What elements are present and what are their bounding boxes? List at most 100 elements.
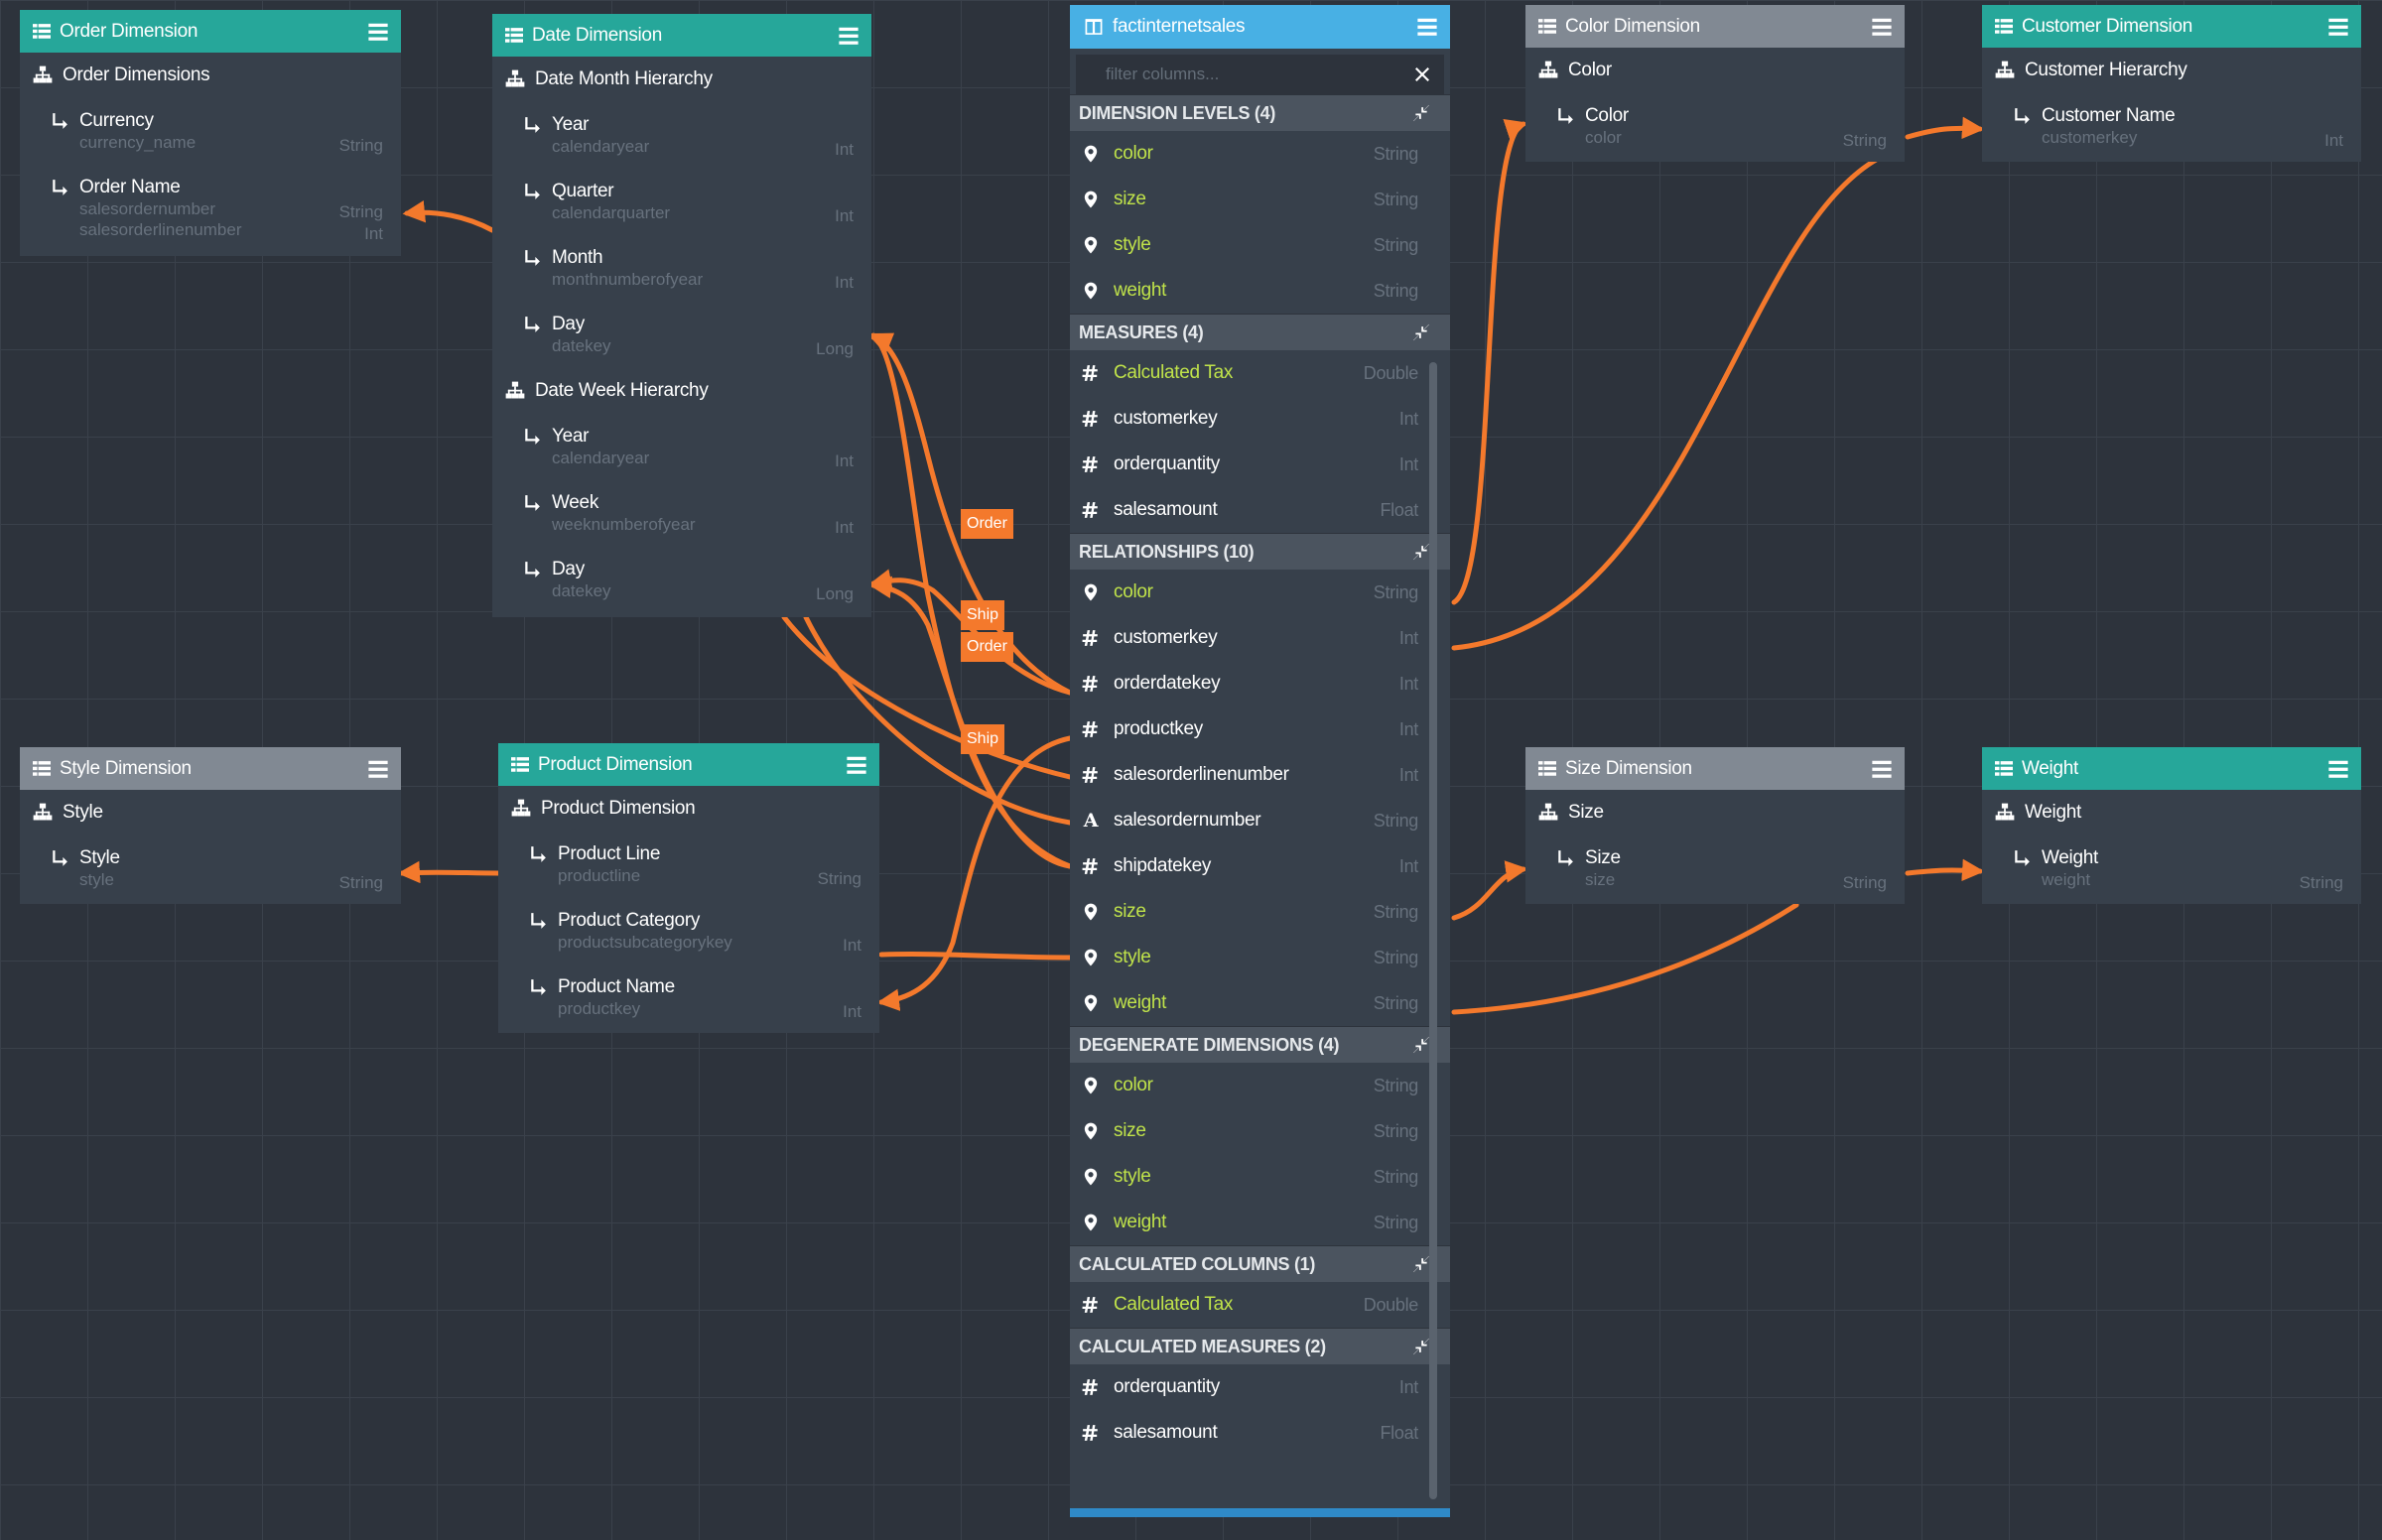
collapse-arrows-icon[interactable] bbox=[1412, 104, 1430, 122]
field-row[interactable]: orderquantity Int bbox=[1070, 442, 1450, 487]
section-header[interactable]: DEGENERATE DIMENSIONS (4) bbox=[1070, 1026, 1450, 1063]
field-row[interactable]: color String bbox=[1070, 1063, 1450, 1108]
customer-dimension-card[interactable]: Customer Dimension Customer Hierarchy Cu… bbox=[1982, 5, 2361, 162]
product-dimension-header[interactable]: Product Dimension bbox=[498, 743, 879, 786]
section-header[interactable]: CALCULATED COLUMNS (1) bbox=[1070, 1245, 1450, 1282]
level-row[interactable]: Product Line productline String bbox=[498, 832, 879, 898]
collapse-arrows-icon[interactable] bbox=[1412, 1255, 1430, 1273]
collapse-arrows-icon[interactable] bbox=[1412, 1338, 1430, 1355]
field-row[interactable]: style String bbox=[1070, 222, 1450, 268]
hierarchy-row[interactable]: Weight bbox=[1982, 790, 2361, 835]
field-row[interactable]: weight String bbox=[1070, 1200, 1450, 1245]
link-label-order[interactable]: Order bbox=[961, 509, 1013, 539]
customer-dimension-header[interactable]: Customer Dimension bbox=[1982, 5, 2361, 48]
link-label-ship[interactable]: Ship bbox=[961, 600, 1005, 630]
hamburger-menu-icon[interactable] bbox=[838, 25, 860, 47]
level-row[interactable]: Day datekey Long bbox=[492, 547, 871, 613]
level-row[interactable]: Week weeknumberofyear Int bbox=[492, 480, 871, 547]
level-row[interactable]: Currency currency_name String bbox=[20, 98, 401, 165]
level-row[interactable]: Quarter calendarquarter Int bbox=[492, 169, 871, 235]
size-dimension-header[interactable]: Size Dimension bbox=[1525, 747, 1905, 790]
level-row[interactable]: Product Category productsubcategorykey Int bbox=[498, 898, 879, 964]
product-dimension-card[interactable]: Product Dimension Product Dimension Prod… bbox=[498, 743, 879, 1033]
fact-table-header[interactable]: factinternetsales bbox=[1070, 5, 1450, 49]
hierarchy-row[interactable]: Date Month Hierarchy bbox=[492, 57, 871, 102]
level-row[interactable]: Style style String bbox=[20, 835, 401, 902]
date-dimension-header[interactable]: Date Dimension bbox=[492, 14, 871, 57]
scrollbar[interactable] bbox=[1429, 362, 1437, 1499]
section-header[interactable]: MEASURES (4) bbox=[1070, 314, 1450, 350]
level-row[interactable]: Year calendaryear Int bbox=[492, 102, 871, 169]
collapse-arrows-icon[interactable] bbox=[1412, 1036, 1430, 1054]
level-row[interactable]: Year calendaryear Int bbox=[492, 414, 871, 480]
section-header[interactable]: RELATIONSHIPS (10) bbox=[1070, 533, 1450, 570]
order-dimension-card[interactable]: Order Dimension Order Dimensions Currenc… bbox=[20, 10, 401, 256]
filter-columns-input[interactable]: filter columns... bbox=[1076, 55, 1444, 94]
level-name: Size bbox=[1585, 847, 1621, 868]
style-dimension-card[interactable]: Style Dimension Style Style style String bbox=[20, 747, 401, 904]
hamburger-menu-icon[interactable] bbox=[1871, 758, 1893, 780]
section-header[interactable]: DIMENSION LEVELS (4) bbox=[1070, 94, 1450, 131]
field-row[interactable]: weight String bbox=[1070, 980, 1450, 1026]
field-row[interactable]: orderquantity Int bbox=[1070, 1364, 1450, 1410]
link-label-ship-2[interactable]: Ship bbox=[961, 724, 1005, 754]
hamburger-menu-icon[interactable] bbox=[2327, 758, 2349, 780]
hamburger-menu-icon[interactable] bbox=[2327, 16, 2349, 38]
date-dimension-card[interactable]: Date Dimension Date Month Hierarchy Year… bbox=[492, 14, 871, 617]
style-dimension-header[interactable]: Style Dimension bbox=[20, 747, 401, 790]
field-row[interactable]: weight String bbox=[1070, 268, 1450, 314]
hierarchy-row[interactable]: Color bbox=[1525, 48, 1905, 93]
color-dimension-card[interactable]: Color Dimension Color Color color String bbox=[1525, 5, 1905, 162]
field-row[interactable]: style String bbox=[1070, 935, 1450, 980]
level-row[interactable]: Customer Name customerkey Int bbox=[1982, 93, 2361, 160]
field-type: Int bbox=[1398, 718, 1418, 739]
color-dimension-header[interactable]: Color Dimension bbox=[1525, 5, 1905, 48]
hierarchy-row[interactable]: Style bbox=[20, 790, 401, 835]
hierarchy-row[interactable]: Date Week Hierarchy bbox=[492, 368, 871, 414]
field-row[interactable]: salesorderlinenumber Int bbox=[1070, 752, 1450, 798]
level-row[interactable]: Day datekey Long bbox=[492, 302, 871, 368]
level-row[interactable]: Product Name productkey Int bbox=[498, 964, 879, 1031]
hierarchy-row[interactable]: Customer Hierarchy bbox=[1982, 48, 2361, 93]
level-row[interactable]: Month monthnumberofyear Int bbox=[492, 235, 871, 302]
fact-table-card[interactable]: factinternetsales filter columns... DIME… bbox=[1070, 5, 1450, 1517]
field-row[interactable]: size String bbox=[1070, 1108, 1450, 1154]
order-dimension-header[interactable]: Order Dimension bbox=[20, 10, 401, 53]
level-row[interactable]: Size size String bbox=[1525, 835, 1905, 902]
field-row[interactable]: Calculated Tax Double bbox=[1070, 1282, 1450, 1328]
collapse-arrows-icon[interactable] bbox=[1412, 543, 1430, 561]
weight-dimension-card[interactable]: Weight Weight Weight weight String bbox=[1982, 747, 2361, 904]
hierarchy-row[interactable]: Size bbox=[1525, 790, 1905, 835]
field-row[interactable]: color String bbox=[1070, 570, 1450, 615]
level-row[interactable]: Order Name salesordernumber salesorderli… bbox=[20, 165, 401, 252]
hamburger-menu-icon[interactable] bbox=[1871, 16, 1893, 38]
level-row[interactable]: Weight weight String bbox=[1982, 835, 2361, 902]
field-row[interactable]: size String bbox=[1070, 889, 1450, 935]
hamburger-menu-icon[interactable] bbox=[1416, 16, 1438, 38]
close-icon[interactable] bbox=[1414, 66, 1430, 82]
field-row[interactable]: shipdatekey Int bbox=[1070, 843, 1450, 889]
field-row[interactable]: size String bbox=[1070, 177, 1450, 222]
field-row[interactable]: customerkey Int bbox=[1070, 615, 1450, 661]
field-row[interactable]: productkey Int bbox=[1070, 706, 1450, 752]
hamburger-menu-icon[interactable] bbox=[367, 758, 389, 780]
hierarchy-row[interactable]: Product Dimension bbox=[498, 786, 879, 832]
field-row[interactable]: color String bbox=[1070, 131, 1450, 177]
weight-dimension-header[interactable]: Weight bbox=[1982, 747, 2361, 790]
size-dimension-card[interactable]: Size Dimension Size Size size String bbox=[1525, 747, 1905, 904]
collapse-arrows-icon[interactable] bbox=[1412, 323, 1430, 341]
field-row[interactable]: salesamount Float bbox=[1070, 487, 1450, 533]
link-label-order-2[interactable]: Order bbox=[961, 632, 1013, 662]
hamburger-menu-icon[interactable] bbox=[367, 21, 389, 43]
hierarchy-row[interactable]: Order Dimensions bbox=[20, 53, 401, 98]
field-row[interactable]: salesamount Float bbox=[1070, 1410, 1450, 1456]
field-row[interactable]: orderdatekey Int bbox=[1070, 661, 1450, 706]
field-row[interactable]: style String bbox=[1070, 1154, 1450, 1200]
hamburger-menu-icon[interactable] bbox=[846, 754, 867, 776]
level-row[interactable]: Color color String bbox=[1525, 93, 1905, 160]
field-type: String bbox=[1373, 234, 1419, 255]
field-row[interactable]: customerkey Int bbox=[1070, 396, 1450, 442]
section-header[interactable]: CALCULATED MEASURES (2) bbox=[1070, 1328, 1450, 1364]
field-row[interactable]: Calculated Tax Double bbox=[1070, 350, 1450, 396]
